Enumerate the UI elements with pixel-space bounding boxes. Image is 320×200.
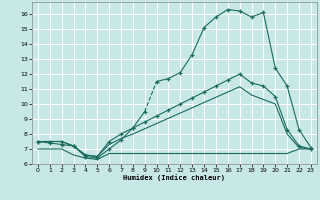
X-axis label: Humidex (Indice chaleur): Humidex (Indice chaleur) [124, 175, 225, 181]
